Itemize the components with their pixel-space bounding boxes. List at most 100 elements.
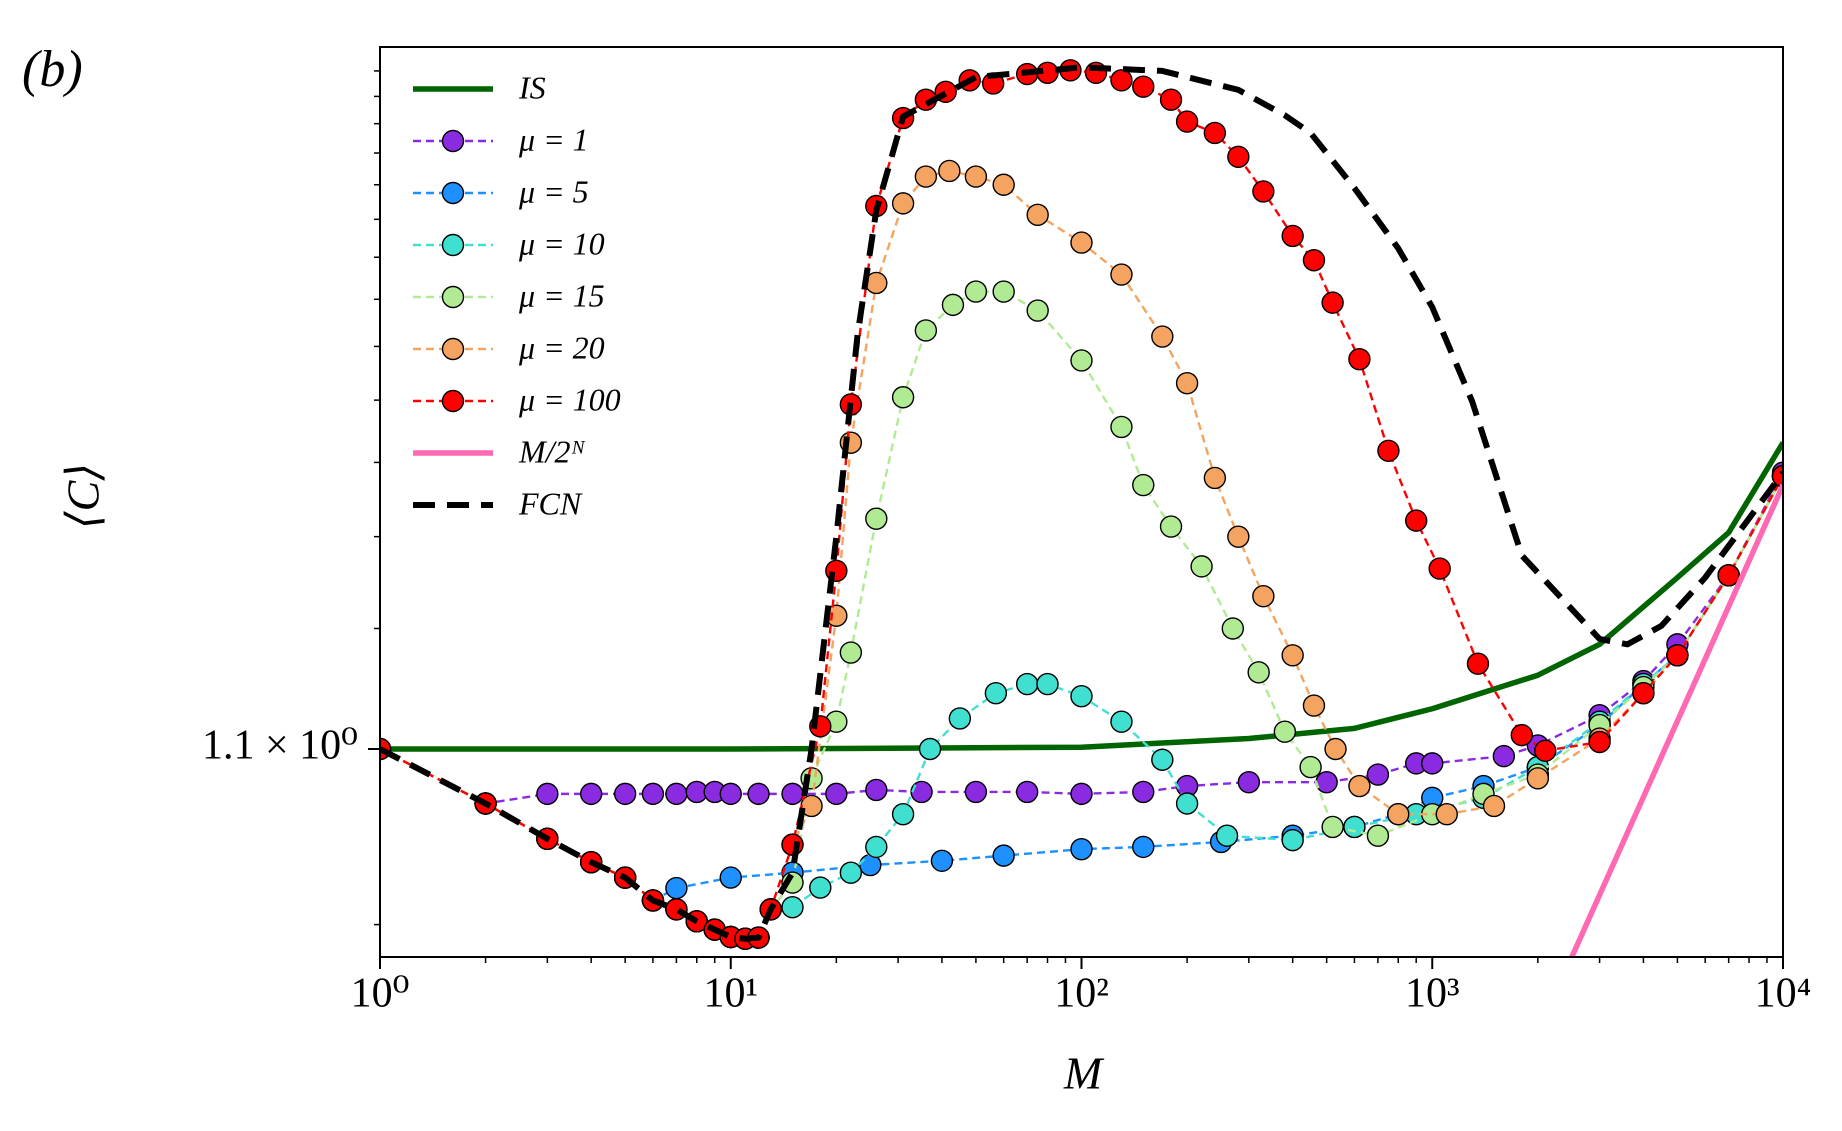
legend-marker [441, 233, 465, 257]
data-point [1175, 792, 1199, 815]
data-point [1190, 555, 1213, 578]
data-point [665, 782, 688, 806]
data-point [948, 707, 972, 730]
data-point [1405, 509, 1428, 532]
data-point [1252, 180, 1275, 203]
legend-label: μ = 10 [518, 225, 605, 261]
data-point [809, 876, 832, 899]
data-point [1151, 325, 1174, 348]
data-point [1110, 415, 1133, 439]
legend-marker [441, 181, 465, 205]
data-point [1132, 835, 1155, 859]
legend-label: M/2ᴺ [518, 433, 586, 469]
data-point [992, 280, 1015, 303]
data-point [1132, 75, 1155, 98]
data-point [964, 280, 988, 303]
axes-frame [379, 46, 1784, 958]
data-point [1110, 263, 1133, 286]
data-point [1175, 372, 1199, 395]
data-point [1366, 763, 1390, 786]
data-point [1070, 349, 1093, 372]
data-point [891, 803, 915, 826]
data-point [910, 780, 933, 804]
data-point [1421, 752, 1444, 775]
data-point [579, 782, 603, 806]
data-point [1632, 681, 1655, 705]
data-point [941, 293, 965, 317]
data-point [1348, 774, 1371, 798]
data-point [1387, 803, 1410, 826]
x-tick-label: 10³ [1405, 971, 1460, 1017]
data-point [839, 641, 863, 664]
data-point [1070, 782, 1093, 806]
series-line [380, 69, 1783, 940]
data-point [825, 782, 848, 806]
data-point [1281, 828, 1304, 852]
legend: IS μ = 1 μ = 5 μ = 10 μ = 15 μ = 20 μ = 100 M/2… [413, 69, 621, 521]
x-axis-label: M [1063, 1048, 1105, 1099]
data-point [719, 782, 742, 806]
legend-label: μ = 15 [518, 277, 605, 313]
data-point [1302, 694, 1326, 717]
data-point [1348, 347, 1371, 371]
data-point [1273, 720, 1297, 743]
data-point [1588, 730, 1611, 754]
legend-marker [441, 337, 465, 361]
data-point [641, 782, 665, 806]
data-point [536, 782, 559, 806]
legend-label: μ = 5 [518, 173, 589, 209]
data-point [891, 386, 915, 409]
y-tick-label: 1.1 × 10⁰ [202, 723, 358, 769]
data-point [1015, 780, 1039, 804]
data-point [1203, 121, 1227, 145]
data-point [719, 866, 742, 889]
data-point [1070, 231, 1093, 254]
series-line [380, 64, 1783, 942]
data-point [1366, 824, 1390, 847]
data-point [992, 173, 1015, 196]
panel-label: (b) [22, 41, 83, 98]
data-point [891, 192, 915, 215]
data-point [1302, 249, 1326, 272]
data-point [964, 780, 988, 804]
data-point [1132, 780, 1155, 804]
data-point [1510, 723, 1533, 747]
y-axis-label: ⟨C⟩ [58, 463, 109, 530]
data-point [1435, 803, 1458, 826]
data-point [1324, 737, 1347, 761]
data-point [1717, 564, 1740, 587]
data-point [1247, 661, 1270, 684]
data-point [1482, 794, 1506, 818]
data-point [781, 782, 804, 806]
data-point [1315, 770, 1338, 794]
data-point [1321, 815, 1344, 839]
data-point [839, 861, 863, 884]
data-point [1026, 203, 1049, 227]
data-point [1215, 824, 1239, 847]
data-point [1026, 299, 1049, 322]
series-line [380, 475, 1783, 902]
data-point [865, 835, 888, 859]
data-point [992, 844, 1015, 867]
data-point [938, 159, 961, 183]
data-point [914, 319, 938, 342]
data-point [1466, 652, 1490, 675]
data-point [1666, 644, 1689, 667]
legend-label: μ = 1 [518, 121, 589, 157]
data-point [1036, 672, 1059, 696]
series-line [380, 441, 1783, 752]
data-point [1237, 770, 1261, 794]
data-point [1281, 224, 1304, 248]
legend-label: FCN [518, 485, 583, 521]
data-point [1321, 291, 1344, 314]
legend-label: μ = 100 [518, 381, 621, 417]
data-point [1132, 473, 1155, 497]
data-point [1377, 439, 1400, 462]
series-line [1569, 483, 1783, 957]
data-point [1227, 525, 1250, 548]
data-point [1015, 672, 1039, 696]
data-point [1227, 145, 1250, 169]
data-point [665, 876, 688, 900]
series-line [380, 472, 1783, 805]
data-point [984, 681, 1008, 705]
